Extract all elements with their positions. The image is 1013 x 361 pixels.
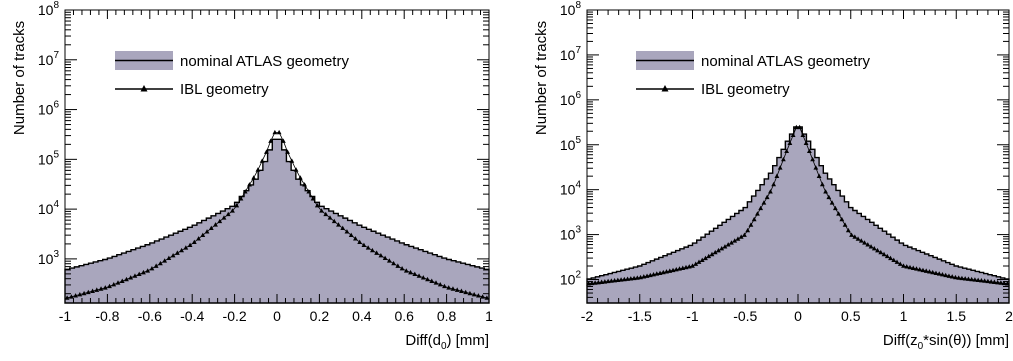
right-y-tick-label: 103 [560, 225, 582, 243]
left-x-tick-label: 0 [273, 308, 281, 324]
left-y-tick-exponent: 3 [53, 249, 59, 260]
right-y-tick-exponent: 6 [575, 90, 581, 101]
left-x-axis-label-tail: ) [mm] [447, 332, 490, 349]
right-x-tick-label: 2 [1005, 308, 1013, 324]
right-y-tick-mantissa: 10 [560, 272, 576, 288]
left-x-tick-label: -0.2 [223, 308, 247, 324]
left-x-tick-label: 0.4 [352, 308, 372, 324]
right-legend-nominal-label: nominal ATLAS geometry [701, 53, 870, 70]
left-y-axis-label: Number of tracks [11, 21, 28, 135]
right-y-tick-mantissa: 10 [560, 47, 576, 63]
right-y-tick-mantissa: 10 [560, 2, 576, 18]
right-legend: nominal ATLAS geometry IBL geometry [636, 51, 870, 98]
right-x-axis-label-sub: 0 [918, 341, 924, 352]
right-y-tick-mantissa: 10 [560, 92, 576, 108]
left-ibl-line [67, 132, 487, 299]
right-y-axis-label: Number of tracks [533, 21, 550, 135]
left-x-tick-label: -1 [59, 308, 72, 324]
right-panel: -2 -1.5 -1 -0.5 0 0.5 1 1.5 21021031041051061071… [533, 0, 1013, 352]
left-ibl-markers [64, 129, 490, 300]
right-ibl-markers [586, 124, 1010, 286]
right-ibl-line [588, 126, 1008, 285]
right-legend-ibl-marker [661, 85, 669, 92]
left-x-tick-label: 0.6 [394, 308, 414, 324]
right-y-tick-exponent: 5 [575, 135, 581, 146]
left-x-tick-label: -0.8 [95, 308, 119, 324]
left-y-tick-exponent: 8 [53, 0, 59, 11]
right-y-tick-label: 108 [560, 0, 582, 18]
left-ibl-marker [276, 129, 282, 135]
right-x-tick-label: 1 [900, 308, 908, 324]
left-legend-ibl-marker [140, 85, 148, 92]
left-y-tick-label: 104 [38, 199, 60, 217]
left-y-tick-mantissa: 10 [38, 151, 54, 167]
left-legend-ibl-label: IBL geometry [180, 81, 269, 98]
right-y-tick-exponent: 7 [575, 45, 581, 56]
right-y-tick-mantissa: 10 [560, 182, 576, 198]
left-y-tick-exponent: 7 [53, 50, 59, 61]
left-y-tick-mantissa: 10 [38, 52, 54, 68]
left-x-axis-label: Diff(d0) [mm] [405, 332, 489, 352]
left-y-tick-label: 103 [38, 249, 60, 267]
left-y-tick-label: 106 [38, 100, 60, 118]
right-x-tick-label: 1.5 [947, 308, 967, 324]
right-x-axis-label-tail: *sin(θ)) [mm] [923, 332, 1009, 349]
right-x-tick-label: -1.5 [628, 308, 652, 324]
left-y-tick-exponent: 5 [53, 149, 59, 160]
right-y-tick-label: 102 [560, 270, 582, 288]
left-x-tick-label: 0.8 [437, 308, 457, 324]
right-ticks: -2 -1.5 -1 -0.5 0 0.5 1 1.5 21021031041051061071… [560, 0, 1013, 324]
right-x-axis-label: Diff(z0*sin(θ)) [mm] [883, 332, 1009, 352]
right-y-tick-label: 107 [560, 45, 582, 63]
left-y-tick-label: 107 [38, 50, 60, 68]
right-x-tick-label: 0 [794, 308, 802, 324]
left-y-tick-mantissa: 10 [38, 102, 54, 118]
right-x-tick-label: -2 [581, 308, 594, 324]
left-x-tick-label: -0.4 [180, 308, 204, 324]
left-x-tick-label: 0.2 [310, 308, 330, 324]
left-legend-nominal-label: nominal ATLAS geometry [180, 53, 349, 70]
right-y-tick-exponent: 3 [575, 225, 581, 236]
left-ibl-marker [272, 129, 278, 135]
right-y-tick-mantissa: 10 [560, 137, 576, 153]
left-y-tick-mantissa: 10 [38, 201, 54, 217]
right-x-tick-label: -1 [686, 308, 699, 324]
left-x-axis-label-sub: 0 [441, 341, 447, 352]
right-y-tick-exponent: 8 [575, 0, 581, 11]
left-x-axis-label-main: Diff(d [405, 332, 441, 349]
right-x-axis-label-main: Diff(z [883, 332, 918, 349]
left-panel: -1 -0.8 -0.6 -0.4 -0.2 0 0.2 0.4 0.6 0.8 110310410… [11, 0, 493, 352]
right-y-tick-mantissa: 10 [560, 227, 576, 243]
left-x-tick-label: 1 [485, 308, 493, 324]
left-ticks: -1 -0.8 -0.6 -0.4 -0.2 0 0.2 0.4 0.6 0.8 110310410… [38, 0, 493, 324]
left-plot-layer [64, 129, 490, 304]
left-x-tick-label: -0.6 [138, 308, 162, 324]
left-y-tick-mantissa: 10 [38, 2, 54, 18]
left-y-tick-exponent: 6 [53, 100, 59, 111]
left-y-tick-label: 105 [38, 149, 60, 167]
right-y-tick-label: 105 [560, 135, 582, 153]
left-nominal-histogram [64, 138, 490, 304]
left-legend: nominal ATLAS geometry IBL geometry [115, 51, 349, 98]
left-y-tick-exponent: 4 [53, 199, 59, 210]
left-y-tick-label: 108 [38, 0, 60, 18]
right-y-tick-label: 106 [560, 90, 582, 108]
right-x-tick-label: -0.5 [733, 308, 757, 324]
right-y-tick-label: 104 [560, 180, 582, 198]
right-plot-layer [586, 124, 1010, 304]
right-legend-ibl-label: IBL geometry [701, 81, 790, 98]
left-y-tick-mantissa: 10 [38, 251, 54, 267]
right-y-tick-exponent: 4 [575, 180, 581, 191]
right-y-tick-exponent: 2 [575, 270, 581, 281]
right-x-tick-label: 0.5 [841, 308, 861, 324]
